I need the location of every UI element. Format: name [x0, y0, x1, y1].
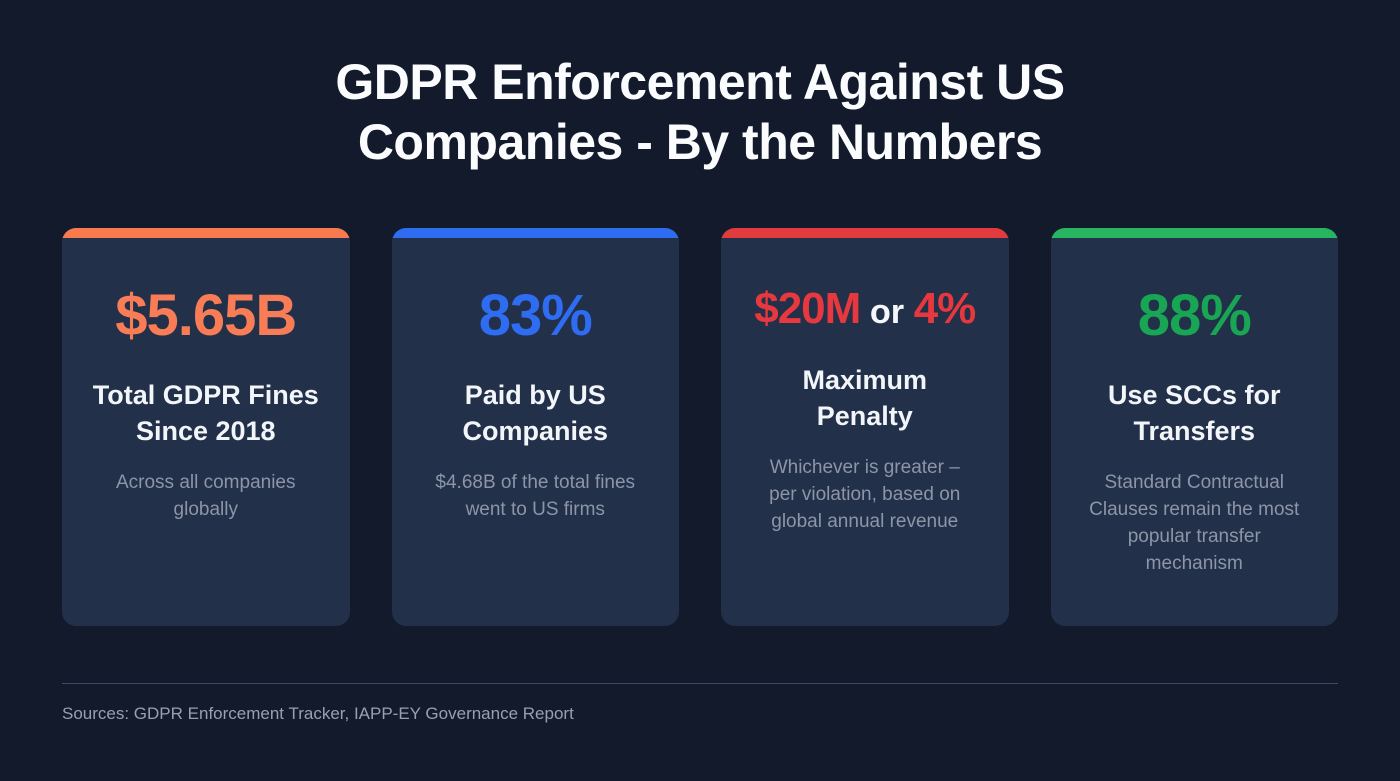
stat-heading: Paid by US Companies [462, 379, 609, 446]
stat-heading: Maximum Penalty [802, 365, 928, 432]
stat-heading: Use SCCs for Transfers [1107, 379, 1281, 446]
stat-card: $20M or 4% Maximum Penalty Whichever is … [721, 228, 1009, 626]
stat-heading: Total GDPR Fines Since 2018 [92, 379, 319, 446]
stat-subtext: $4.68B of the total fines went to US fir… [435, 471, 636, 520]
stat-cards-row: $5.65B Total GDPR Fines Since 2018 Acros… [62, 228, 1338, 626]
sources-text: Sources: GDPR Enforcement Tracker, IAPP-… [62, 704, 574, 723]
card-body: $20M or 4% Maximum Penalty Whichever is … [721, 238, 1009, 565]
stat-subtext: Standard Contractual Clauses remain the … [1089, 471, 1300, 574]
footer-divider [62, 683, 1338, 684]
stat-subtext: Whichever is greater – per violation, ba… [769, 457, 961, 533]
page-title-line1: GDPR Enforcement Against US [335, 54, 1065, 110]
card-accent-bar [391, 228, 679, 238]
stat-card: 83% Paid by US Companies $4.68B of the t… [391, 228, 680, 626]
card-body: $5.65B Total GDPR Fines Since 2018 Acros… [62, 238, 350, 553]
stat-card: $5.65B Total GDPR Fines Since 2018 Acros… [62, 228, 350, 626]
page-title-line2: Companies - By the Numbers [357, 114, 1043, 170]
stat-subtext: Across all companies globally [115, 471, 296, 520]
page-title: GDPR Enforcement Against US Companies - B… [62, 52, 1338, 172]
stat-card: 88% Use SCCs for Transfers Standard Cont… [1050, 228, 1339, 626]
card-accent-bar [721, 228, 1009, 238]
stat-value: 83% [478, 283, 593, 348]
stat-value: $20M or 4% [754, 284, 976, 333]
card-body: 88% Use SCCs for Transfers Standard Cont… [1051, 238, 1339, 607]
card-accent-bar [62, 228, 350, 238]
card-body: 83% Paid by US Companies $4.68B of the t… [392, 238, 680, 553]
stat-value: $5.65B [115, 283, 297, 348]
card-accent-bar [1050, 228, 1338, 238]
stat-value: 88% [1137, 283, 1252, 348]
